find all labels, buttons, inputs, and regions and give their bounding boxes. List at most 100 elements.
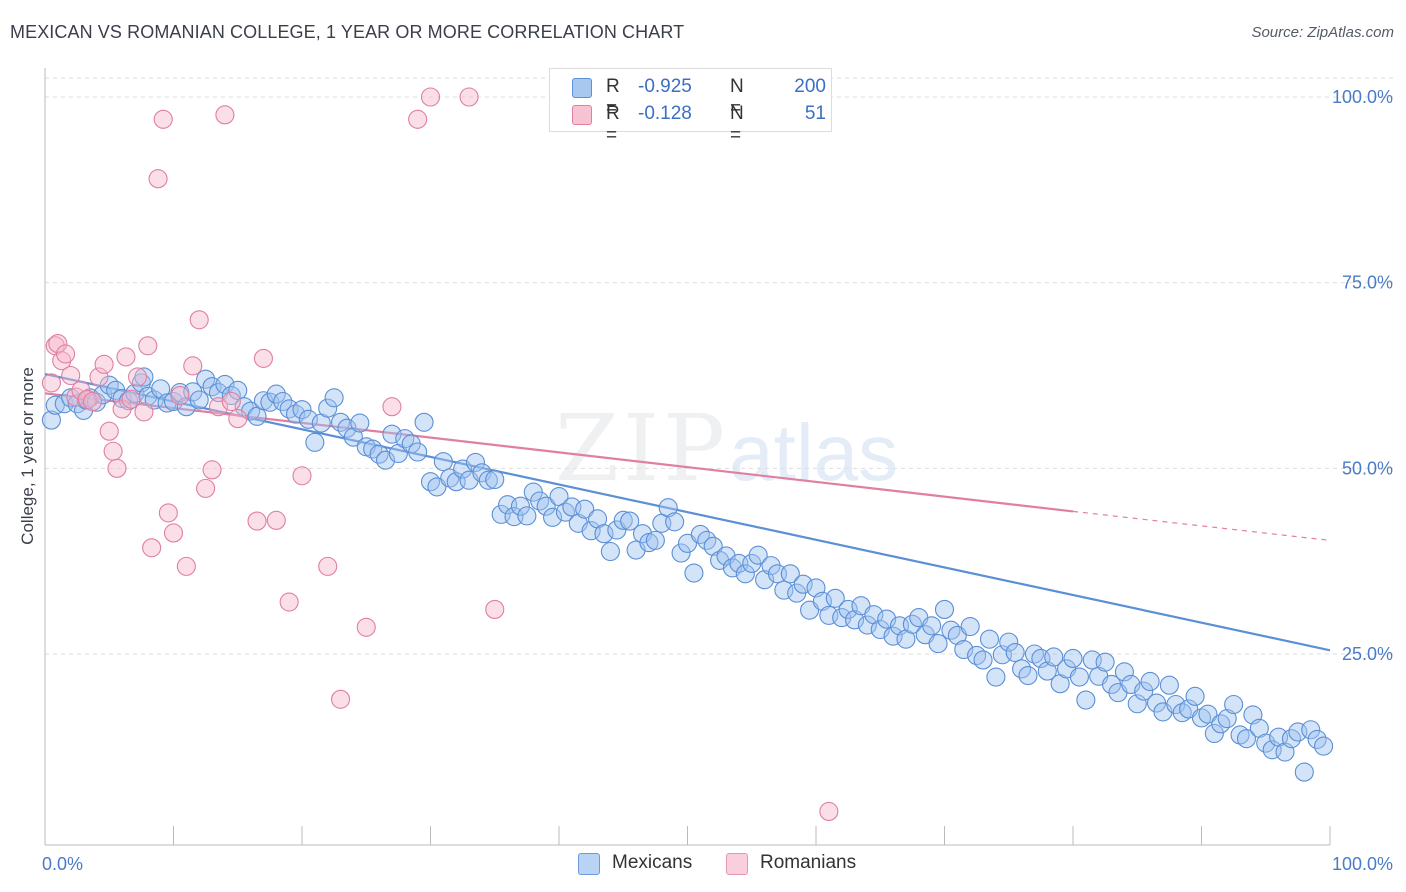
y-tick-label: 50.0%	[1342, 458, 1393, 478]
point-mexicans	[1114, 662, 1134, 682]
point-mexicans	[620, 511, 640, 531]
point-romanians	[138, 336, 158, 356]
point-mexicans	[1314, 736, 1334, 756]
point-mexicans	[575, 499, 595, 519]
trend-lines	[44, 372, 1331, 652]
legend-n-label: N =	[730, 76, 744, 119]
point-mexicans	[1069, 667, 1089, 687]
legend-n-value: 51	[804, 103, 826, 124]
point-romanians	[202, 460, 222, 480]
point-mexicans	[318, 398, 338, 418]
point-mexicans	[433, 452, 453, 472]
point-mexicans	[986, 667, 1006, 687]
point-romanians	[330, 689, 351, 709]
point-romanians	[247, 511, 267, 531]
y-axis-label: College, 1 year or more	[18, 367, 37, 545]
point-romanians	[163, 523, 184, 543]
point-mexicans	[1140, 671, 1160, 692]
point-mexicans	[703, 536, 723, 556]
point-romanians	[99, 421, 119, 441]
point-mexicans	[857, 615, 877, 635]
point-romanians	[116, 347, 136, 367]
point-mexicans	[645, 530, 665, 550]
point-romanians	[228, 409, 248, 429]
point-mexicans	[1204, 723, 1224, 744]
legend-swatch-romanians	[572, 105, 592, 125]
point-mexicans	[266, 384, 286, 404]
point-mexicans	[1198, 704, 1218, 724]
point-mexicans	[530, 491, 550, 511]
point-mexicans	[363, 439, 383, 459]
point-romanians	[420, 87, 441, 107]
source-credit: Source: ZipAtlas.com	[1251, 24, 1394, 41]
point-romanians	[208, 397, 229, 417]
legend-r-value: -0.128	[638, 103, 692, 124]
point-romanians	[459, 87, 479, 107]
point-romanians	[318, 556, 338, 576]
point-mexicans	[960, 616, 980, 637]
point-romanians	[121, 389, 141, 409]
x-tick-label-max: 100.0%	[1332, 854, 1393, 874]
point-mexicans	[382, 424, 402, 444]
point-romanians	[266, 510, 286, 530]
point-romanians	[134, 402, 154, 422]
watermark: ZIPatlas	[555, 395, 898, 502]
point-mexicans	[1191, 708, 1212, 728]
point-mexicans	[395, 429, 415, 449]
point-romanians	[196, 478, 216, 498]
point-mexicans	[41, 410, 61, 430]
point-mexicans	[298, 409, 318, 429]
point-mexicans	[485, 469, 505, 490]
point-mexicans	[838, 599, 858, 619]
legend-label-romanians: Romanians	[760, 852, 857, 873]
point-mexicans	[1185, 686, 1205, 706]
point-mexicans	[1224, 694, 1244, 715]
point-mexicans	[748, 545, 768, 565]
point-romanians	[158, 503, 178, 523]
point-romanians	[148, 169, 168, 189]
point-mexicans	[1095, 652, 1115, 672]
point-romanians	[485, 599, 505, 619]
correlation-legend: R = -0.925 N = 200 R = -0.128 N = 51	[549, 68, 832, 146]
legend-r-label: R =	[606, 76, 620, 119]
axis-labels: 100.0% 75.0% 50.0% 25.0% 0.0% 100.0% College, …	[18, 87, 1393, 874]
point-mexicans	[594, 524, 614, 544]
point-romanians	[82, 391, 103, 412]
point-mexicans	[1294, 762, 1314, 782]
point-mexicans	[934, 599, 955, 619]
point-mexicans	[999, 632, 1019, 652]
point-mexicans	[350, 413, 370, 433]
y-tick-label: 100.0%	[1332, 87, 1393, 107]
point-mexicans	[1236, 729, 1257, 749]
point-mexicans	[684, 563, 704, 583]
point-mexicans	[1230, 725, 1250, 745]
point-mexicans	[343, 427, 363, 447]
trend-line-romanians	[44, 392, 1074, 513]
point-romanians	[170, 386, 190, 406]
point-romanians	[221, 391, 241, 412]
point-mexicans	[1063, 648, 1083, 669]
point-mexicans	[93, 385, 113, 405]
point-romanians	[153, 109, 173, 129]
point-mexicans	[613, 510, 633, 530]
point-mexicans	[1076, 690, 1096, 710]
point-mexicans	[941, 620, 961, 640]
point-mexicans	[478, 470, 498, 490]
point-mexicans	[510, 496, 531, 516]
point-romanians	[176, 556, 196, 576]
legend-r-label: R =	[606, 103, 620, 146]
legend-swatch-mexicans	[578, 853, 600, 875]
y-tick-label: 25.0%	[1342, 644, 1393, 664]
point-mexicans	[793, 574, 813, 594]
point-mexicans	[99, 375, 119, 395]
point-mexicans	[844, 610, 865, 630]
point-mexicans	[151, 379, 171, 399]
point-romanians	[215, 105, 235, 125]
watermark-zip: ZIP	[555, 395, 730, 502]
series-mexicans	[41, 367, 1334, 782]
point-romanians	[127, 367, 148, 387]
legend-n-value: 200	[794, 76, 826, 97]
legend-r-value: -0.925	[638, 76, 692, 97]
trend-line-extension	[1072, 510, 1331, 541]
